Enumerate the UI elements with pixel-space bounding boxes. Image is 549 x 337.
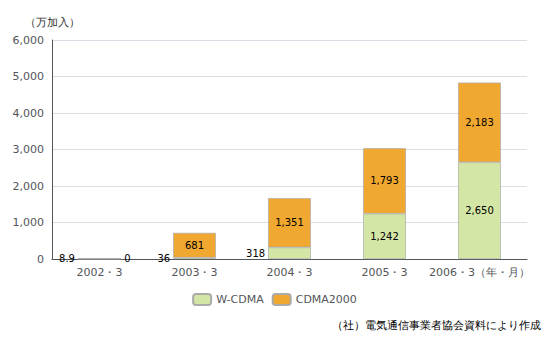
- svg-text:4,833: 4,833: [465, 68, 494, 79]
- svg-text:716: 716: [185, 218, 204, 229]
- svg-text:CDMA2000: CDMA2000: [296, 293, 357, 306]
- svg-text:2,650: 2,650: [465, 205, 494, 216]
- svg-text:3,035: 3,035: [370, 134, 399, 145]
- svg-text:0: 0: [124, 253, 130, 264]
- svg-text:5,000: 5,000: [13, 70, 45, 83]
- svg-text:8.9: 8.9: [92, 244, 108, 255]
- svg-text:1,669: 1,669: [275, 184, 304, 195]
- svg-text:2003・3: 2003・3: [172, 266, 218, 279]
- svg-text:2,000: 2,000: [13, 180, 45, 193]
- svg-text:2006・3（年・月）: 2006・3（年・月）: [429, 266, 530, 279]
- svg-text:2004・3: 2004・3: [267, 266, 313, 279]
- svg-text:1,242: 1,242: [370, 231, 399, 242]
- svg-text:W-CDMA: W-CDMA: [216, 293, 264, 306]
- svg-text:681: 681: [185, 240, 204, 251]
- svg-text:2005・3: 2005・3: [362, 266, 408, 279]
- svg-text:1,000: 1,000: [13, 216, 45, 229]
- svg-text:2002・3: 2002・3: [77, 266, 123, 279]
- svg-text:6,000: 6,000: [13, 34, 45, 47]
- svg-text:（社）電気通信事業者協会資料により作成: （社）電気通信事業者協会資料により作成: [332, 319, 541, 332]
- svg-text:318: 318: [246, 248, 265, 259]
- svg-text:4,000: 4,000: [13, 107, 45, 120]
- svg-text:1,351: 1,351: [275, 217, 304, 228]
- svg-text:3,000: 3,000: [13, 143, 45, 156]
- svg-text:1,793: 1,793: [370, 175, 399, 186]
- svg-text:2,183: 2,183: [465, 117, 494, 128]
- svg-text:0: 0: [37, 253, 44, 266]
- svg-text:8.9: 8.9: [59, 253, 75, 264]
- svg-text:36: 36: [157, 253, 170, 264]
- svg-text:（万加入）: （万加入）: [25, 16, 80, 29]
